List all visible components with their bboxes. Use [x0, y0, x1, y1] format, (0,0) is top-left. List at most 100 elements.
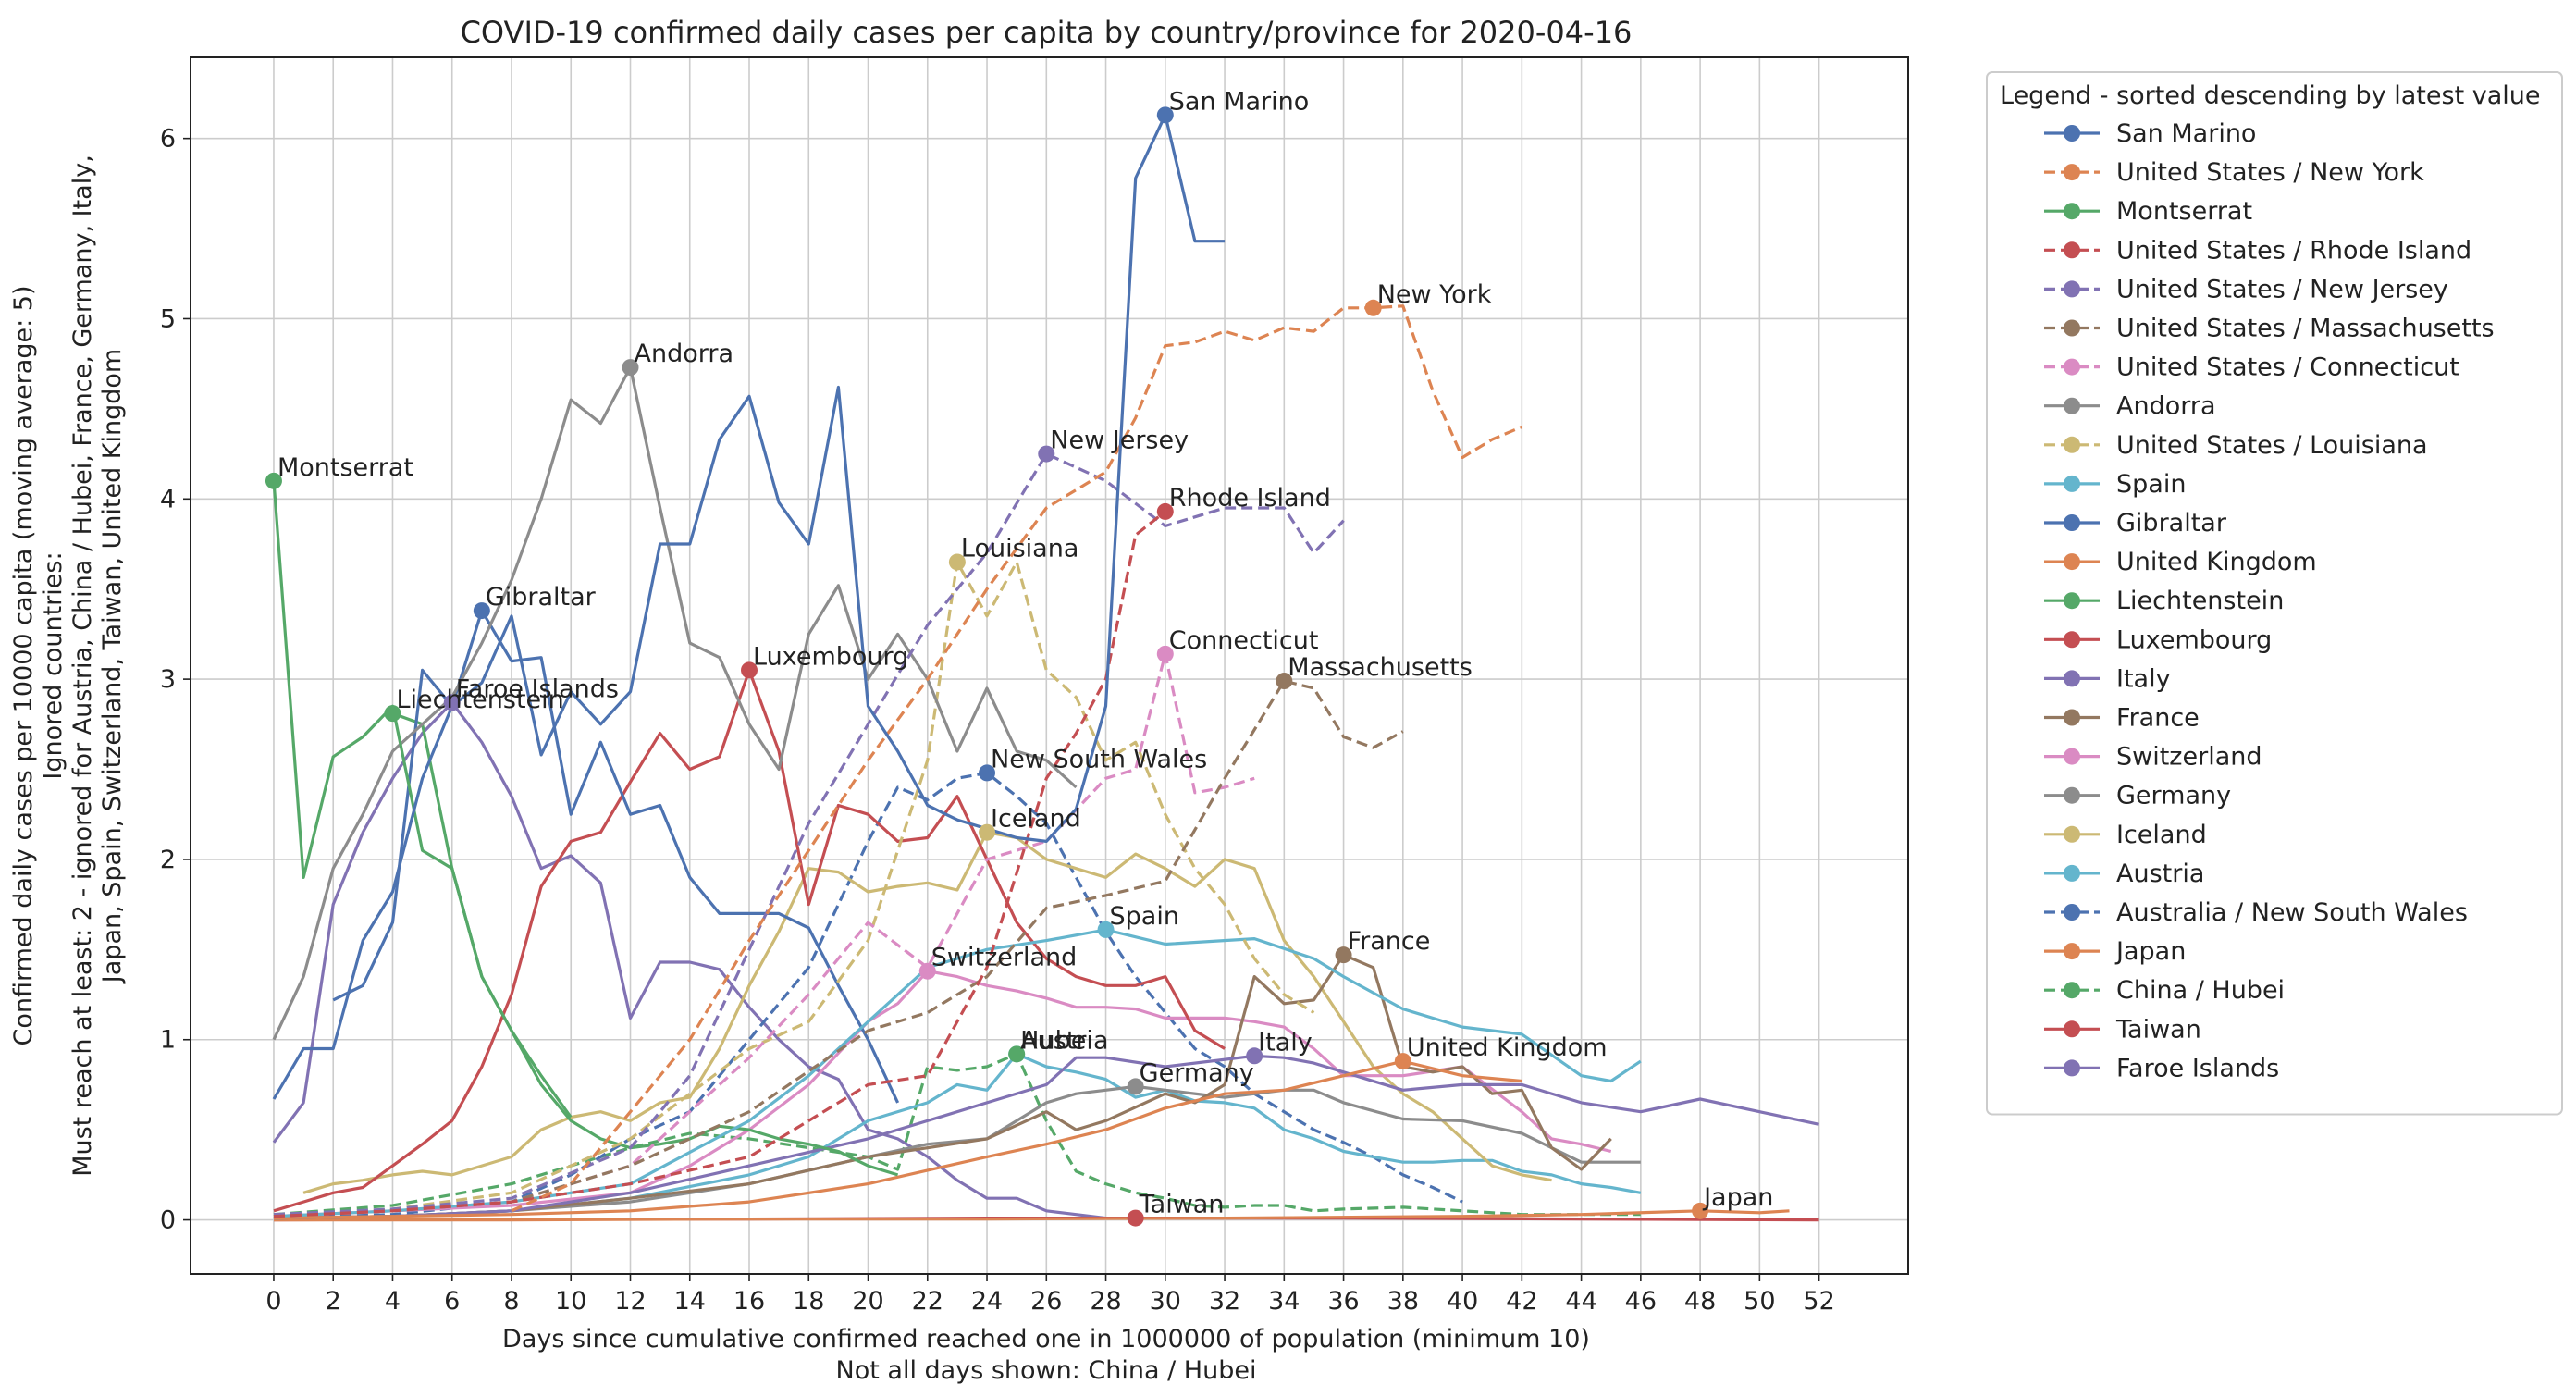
series-annotation: Faroe Islands — [456, 674, 619, 703]
series-marker — [265, 472, 282, 489]
legend-entry: France — [2116, 704, 2200, 733]
y-axis-label-line: Japan, Spain, Switzerland, Taiwan, Unite… — [98, 349, 127, 984]
series-line-faroe-islands — [272, 700, 1136, 1220]
x-tick-label: 46 — [1625, 1287, 1657, 1316]
series-line-montserrat — [272, 480, 573, 1119]
legend-entry: Austria — [2116, 859, 2204, 888]
legend-swatch-marker — [2064, 943, 2080, 960]
legend-entry: Spain — [2116, 470, 2186, 499]
series-marker — [1156, 106, 1174, 124]
series-line-san-marino — [272, 113, 1226, 1100]
series-annotation: Luxembourg — [753, 642, 908, 671]
x-tick-label: 50 — [1744, 1287, 1775, 1316]
y-tick-label: 2 — [160, 846, 176, 874]
x-tick-label: 34 — [1268, 1287, 1300, 1316]
series-line-france — [273, 953, 1612, 1220]
series-marker — [1127, 1209, 1144, 1227]
legend-entry: Luxembourg — [2116, 625, 2272, 654]
series-line-united-kingdom — [273, 1059, 1522, 1220]
legend-swatch-marker — [2064, 825, 2080, 843]
series-annotation: Rhode Island — [1169, 484, 1331, 513]
legend-swatch-marker — [2064, 203, 2080, 220]
series-marker — [979, 823, 996, 841]
series-annotation: New York — [1377, 280, 1492, 309]
series-line-switzerland — [273, 970, 1612, 1218]
series-marker — [473, 602, 490, 620]
legend-swatch-marker — [2064, 982, 2080, 999]
legend-entry: Montserrat — [2116, 197, 2252, 226]
x-tick-label: 18 — [793, 1287, 824, 1316]
x-tick-label: 14 — [674, 1287, 706, 1316]
legend-entry: Switzerland — [2116, 743, 2262, 772]
series-marker — [741, 661, 758, 679]
series-annotation: Louisiana — [961, 534, 1078, 563]
series-line-iceland — [302, 831, 1552, 1194]
series-annotation: San Marino — [1169, 87, 1309, 116]
series-marker — [948, 553, 966, 571]
x-tick-label: 8 — [503, 1287, 519, 1316]
y-tick-label: 5 — [160, 304, 176, 333]
legend-entry: Japan — [2114, 937, 2186, 966]
legend-entry: Italy — [2116, 664, 2171, 693]
legend-entry: Liechtenstein — [2116, 587, 2284, 615]
series-annotation: France — [1348, 927, 1431, 956]
grid — [191, 57, 1908, 1274]
x-tick-label: 30 — [1150, 1287, 1181, 1316]
series-marker — [1246, 1047, 1263, 1065]
series-annotation: Taiwan — [1139, 1191, 1225, 1219]
legend-swatch-marker — [2064, 280, 2080, 298]
series-annotation: New Jersey — [1050, 427, 1189, 455]
series-markers — [265, 106, 1709, 1227]
x-tick-label: 28 — [1090, 1287, 1121, 1316]
y-axis-ticks: 0 1 2 3 4 5 6 — [160, 125, 191, 1235]
y-tick-label: 1 — [160, 1026, 176, 1055]
x-tick-label: 32 — [1209, 1287, 1240, 1316]
x-axis-label-2: Not all days shown: China / Hubei — [836, 1356, 1257, 1385]
x-tick-label: 20 — [852, 1287, 883, 1316]
legend-entry: Gibraltar — [2116, 509, 2227, 538]
x-axis-ticks: 0 2 4 6 8 10 12 14 16 18 20 22 24 26 28 30 32 34 36 38 40 42 4… — [265, 1274, 1835, 1316]
x-tick-label: 44 — [1565, 1287, 1596, 1316]
legend-entry: Taiwan — [2115, 1015, 2201, 1044]
legend-frame — [1986, 71, 2563, 1116]
series-line-japan — [274, 1209, 1790, 1222]
series-annotation: Hubei — [1020, 1026, 1093, 1055]
series-marker — [1038, 445, 1055, 463]
series-marker — [443, 694, 461, 711]
legend-swatch-marker — [2064, 631, 2080, 649]
series-annotation: Austria — [1020, 1026, 1108, 1055]
x-tick-label: 2 — [326, 1287, 341, 1316]
series-line-united-states-louisiana — [273, 560, 1315, 1218]
legend-swatch-marker — [2064, 319, 2080, 337]
y-tick-label: 4 — [160, 485, 176, 513]
series-annotation: New South Wales — [991, 745, 1207, 773]
y-axis-label-line: Must reach at least: 2 - ignored for Aus… — [68, 155, 97, 1177]
series-marker — [1008, 1045, 1026, 1063]
series-marker — [622, 359, 639, 377]
x-tick-label: 4 — [385, 1287, 401, 1316]
x-tick-label: 26 — [1030, 1287, 1062, 1316]
legend-title: Legend - sorted descending by latest val… — [2000, 81, 2540, 110]
series-marker — [1364, 299, 1382, 316]
series-annotation: Japan — [1702, 1183, 1773, 1212]
chart-title: COVID-19 confirmed daily cases per capit… — [461, 15, 1633, 50]
series-line-liechtenstein — [391, 711, 899, 1177]
legend-entry: United States / Massachusetts — [2116, 315, 2495, 343]
series-line-austria — [273, 1052, 1642, 1220]
legend-entry: Australia / New South Wales — [2116, 898, 2468, 927]
series-marker — [1394, 1053, 1411, 1070]
series-annotation: Spain — [1110, 902, 1179, 931]
legend-entry: United States / New York — [2116, 158, 2424, 187]
series-annotations: San Marino New York Montserrat Rhode Island… — [277, 87, 1773, 1218]
series-marker — [1127, 1078, 1144, 1095]
legend-swatch-marker — [2064, 475, 2080, 492]
legend-swatch-marker — [2064, 748, 2080, 765]
plot-frame — [190, 56, 1909, 1275]
legend-entry: United States / Rhode Island — [2116, 236, 2471, 265]
series-marker — [1335, 946, 1352, 964]
y-tick-label: 6 — [160, 125, 176, 154]
legend-swatch-marker — [2064, 164, 2080, 181]
x-tick-label: 10 — [555, 1287, 586, 1316]
legend-swatch-marker — [2064, 241, 2080, 259]
